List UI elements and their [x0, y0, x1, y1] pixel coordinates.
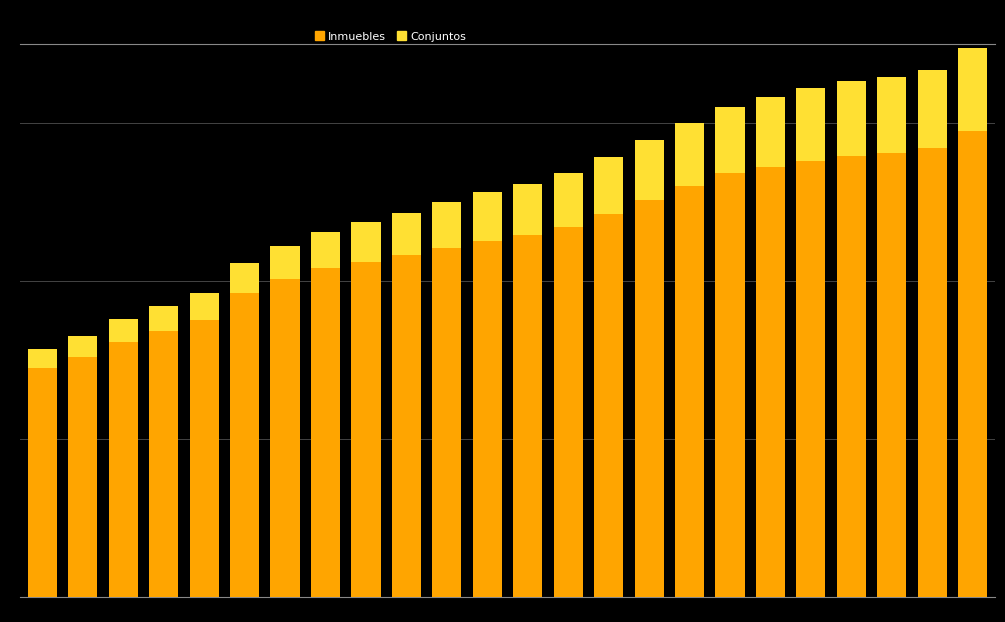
Bar — [109, 343, 138, 597]
Bar — [837, 81, 866, 156]
Bar — [28, 349, 57, 368]
Bar — [432, 248, 461, 597]
Bar — [796, 160, 825, 597]
Bar — [716, 107, 745, 174]
Bar — [514, 235, 543, 597]
Bar — [918, 70, 947, 148]
Bar — [68, 356, 97, 597]
Bar — [68, 336, 97, 356]
Bar — [472, 241, 501, 597]
Bar — [149, 332, 178, 597]
Bar — [716, 174, 745, 597]
Bar — [554, 174, 583, 227]
Bar — [634, 140, 663, 200]
Bar — [756, 167, 785, 597]
Bar — [594, 215, 623, 597]
Bar — [877, 152, 907, 597]
Bar — [109, 318, 138, 343]
Bar — [958, 131, 987, 597]
Bar — [472, 192, 501, 241]
Bar — [837, 156, 866, 597]
Bar — [270, 279, 299, 597]
Bar — [28, 368, 57, 597]
Bar — [149, 306, 178, 332]
Bar — [270, 246, 299, 279]
Bar — [675, 123, 705, 186]
Bar — [352, 222, 381, 262]
Bar — [675, 186, 705, 597]
Bar — [756, 97, 785, 167]
Bar — [311, 268, 340, 597]
Bar — [594, 157, 623, 215]
Bar — [958, 49, 987, 131]
Bar — [352, 262, 381, 597]
Bar — [877, 77, 907, 152]
Bar — [918, 148, 947, 597]
Bar — [392, 213, 421, 256]
Bar — [230, 294, 259, 597]
Bar — [311, 232, 340, 268]
Bar — [392, 256, 421, 597]
Bar — [554, 227, 583, 597]
Bar — [432, 202, 461, 248]
Bar — [190, 320, 219, 597]
Bar — [796, 88, 825, 160]
Bar — [634, 200, 663, 597]
Bar — [190, 294, 219, 320]
Bar — [230, 263, 259, 294]
Bar — [514, 184, 543, 235]
Legend: Inmuebles, Conjuntos: Inmuebles, Conjuntos — [311, 27, 470, 46]
